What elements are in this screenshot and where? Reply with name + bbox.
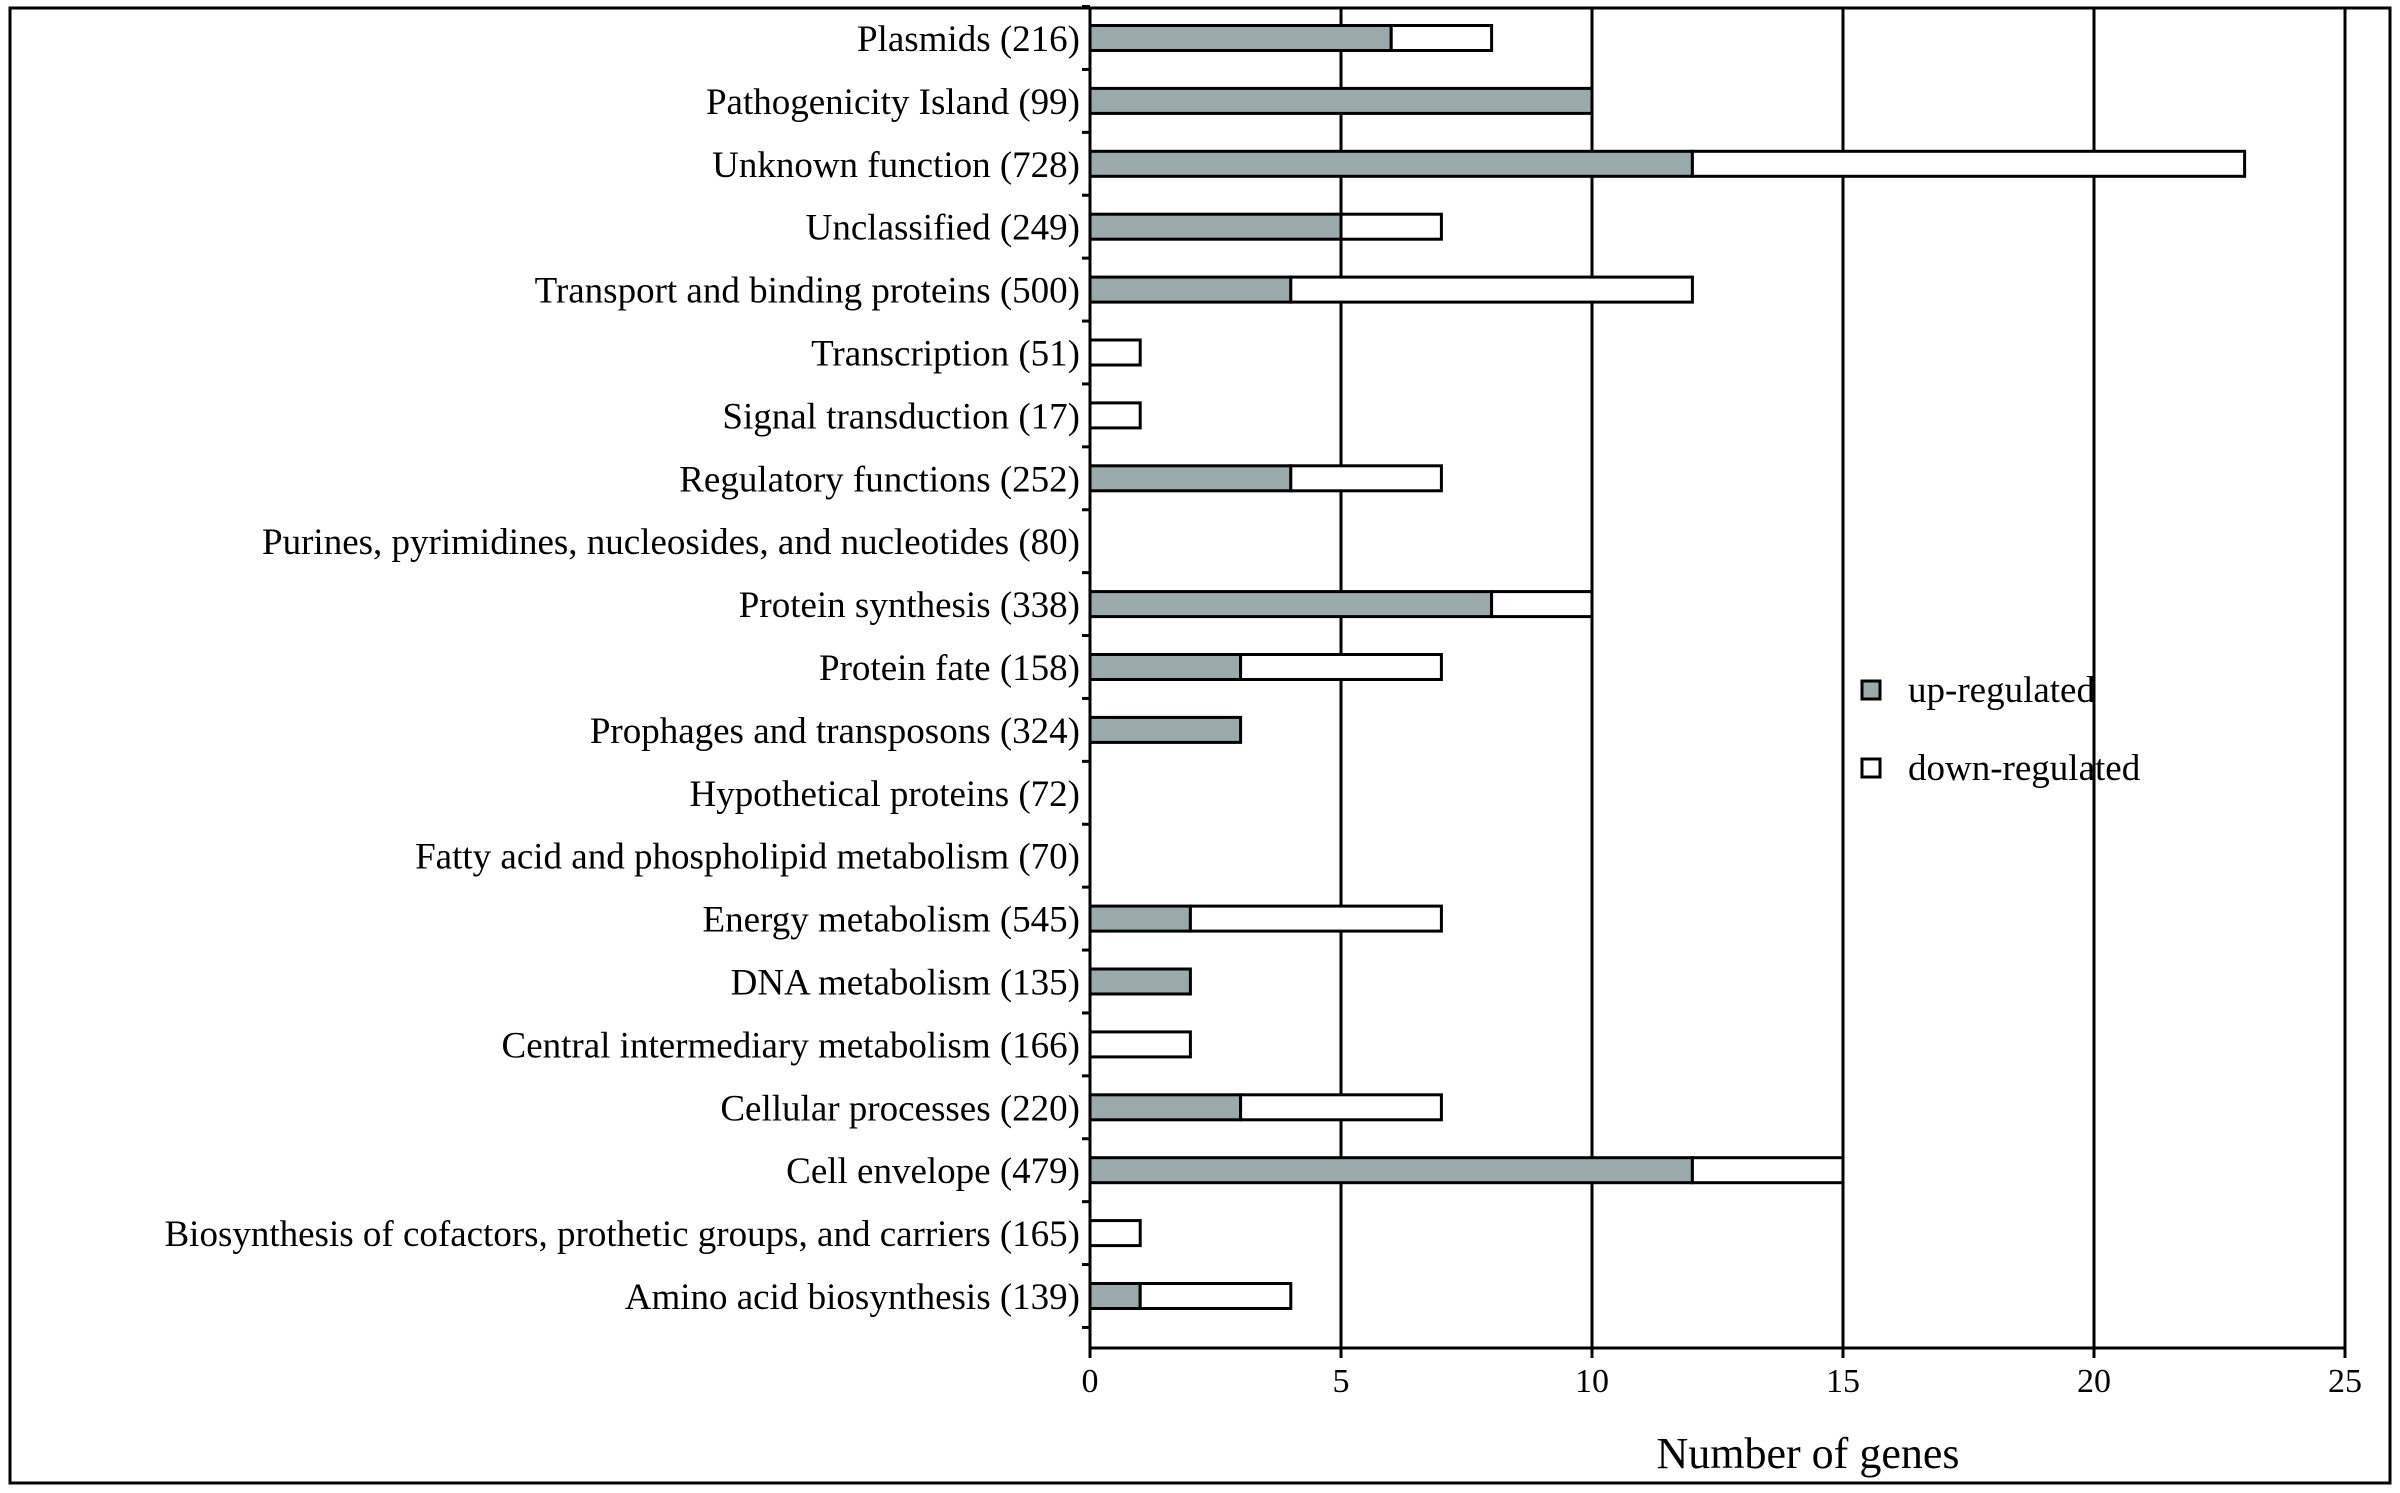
category-label: Central intermediary metabolism (166) bbox=[502, 1025, 1080, 1066]
legend-label-up-regulated: up-regulated bbox=[1908, 670, 2095, 711]
category-label: Pathogenicity Island (99) bbox=[706, 82, 1080, 123]
bar-down-regulated bbox=[1138, 1282, 1293, 1310]
category-label: Amino acid biosynthesis (139) bbox=[625, 1277, 1080, 1318]
x-tick-label: 25 bbox=[2328, 1363, 2362, 1400]
category-label: Energy metabolism (545) bbox=[703, 900, 1080, 941]
bar-down-regulated bbox=[1088, 338, 1142, 367]
bar-up-regulated bbox=[1088, 86, 1594, 115]
category-label: Prophages and transposons (324) bbox=[590, 711, 1080, 752]
x-tick-label: 15 bbox=[1826, 1363, 1860, 1400]
category-label: Unknown function (728) bbox=[712, 145, 1080, 186]
bar-down-regulated bbox=[1088, 1219, 1142, 1248]
category-label: Plasmids (216) bbox=[857, 19, 1080, 60]
category-label: Fatty acid and phospholipid metabolism (… bbox=[415, 837, 1080, 878]
x-axis-title: Number of genes bbox=[1656, 1429, 1959, 1478]
bar-down-regulated bbox=[1490, 590, 1594, 619]
bar-down-regulated bbox=[1690, 1156, 1845, 1185]
bar-up-regulated bbox=[1088, 715, 1243, 744]
bar-down-regulated bbox=[1389, 24, 1494, 52]
category-label: Cell envelope (479) bbox=[786, 1151, 1080, 1192]
bar-up-regulated bbox=[1088, 212, 1343, 241]
bar-up-regulated bbox=[1088, 275, 1293, 304]
x-tick-label: 5 bbox=[1333, 1363, 1350, 1400]
category-label: DNA metabolism (135) bbox=[731, 963, 1080, 1004]
category-label: Transport and binding proteins (500) bbox=[535, 271, 1080, 312]
bar-down-regulated bbox=[1239, 653, 1443, 681]
category-label: Unclassified (249) bbox=[806, 208, 1080, 249]
legend-swatch-up-regulated bbox=[1860, 679, 1882, 701]
category-label: Regulatory functions (252) bbox=[679, 459, 1080, 500]
category-label: Hypothetical proteins (72) bbox=[690, 774, 1080, 815]
bar-down-regulated bbox=[1088, 1030, 1192, 1059]
x-tick-label: 0 bbox=[1082, 1363, 1099, 1400]
bar-up-regulated bbox=[1088, 464, 1293, 493]
x-tick-label: 10 bbox=[1575, 1363, 1609, 1400]
bar-down-regulated bbox=[1239, 1093, 1443, 1122]
category-label: Transcription (51) bbox=[811, 334, 1080, 375]
bar-up-regulated bbox=[1088, 1093, 1243, 1122]
bar-down-regulated bbox=[1690, 149, 2247, 178]
bar-up-regulated bbox=[1088, 1156, 1694, 1185]
category-label: Protein synthesis (338) bbox=[739, 585, 1080, 626]
bar-up-regulated bbox=[1088, 590, 1494, 619]
bar-up-regulated bbox=[1088, 904, 1192, 933]
bar-up-regulated bbox=[1088, 149, 1694, 178]
outer-frame bbox=[8, 6, 2392, 1485]
category-label: Purines, pyrimidines, nucleosides, and n… bbox=[262, 522, 1080, 563]
bar-down-regulated bbox=[1289, 275, 1694, 304]
bar-up-regulated bbox=[1088, 653, 1243, 681]
legend-label-down-regulated: down-regulated bbox=[1908, 748, 2141, 789]
bar-up-regulated bbox=[1088, 1282, 1142, 1310]
category-labels: Plasmids (216) Pathogenicity Island (99) U… bbox=[165, 19, 1081, 1318]
legend-swatch-down-regulated bbox=[1860, 757, 1882, 779]
bar-up-regulated bbox=[1088, 24, 1393, 52]
legend: up-regulated down-regulated bbox=[1860, 670, 2141, 789]
bar-down-regulated bbox=[1188, 904, 1443, 933]
bar-down-regulated bbox=[1289, 464, 1443, 493]
category-label: Protein fate (158) bbox=[819, 648, 1080, 689]
bar-down-regulated bbox=[1339, 212, 1443, 241]
category-label: Signal transduction (17) bbox=[722, 396, 1080, 437]
bar-up-regulated bbox=[1088, 967, 1192, 996]
category-label: Biosynthesis of cofactors, prothetic gro… bbox=[165, 1214, 1081, 1255]
category-label: Cellular processes (220) bbox=[720, 1088, 1080, 1129]
x-tick-label: 20 bbox=[2077, 1363, 2111, 1400]
bar-down-regulated bbox=[1088, 401, 1142, 430]
axes: 0 5 10 15 20 25 bbox=[1082, 5, 2362, 1400]
